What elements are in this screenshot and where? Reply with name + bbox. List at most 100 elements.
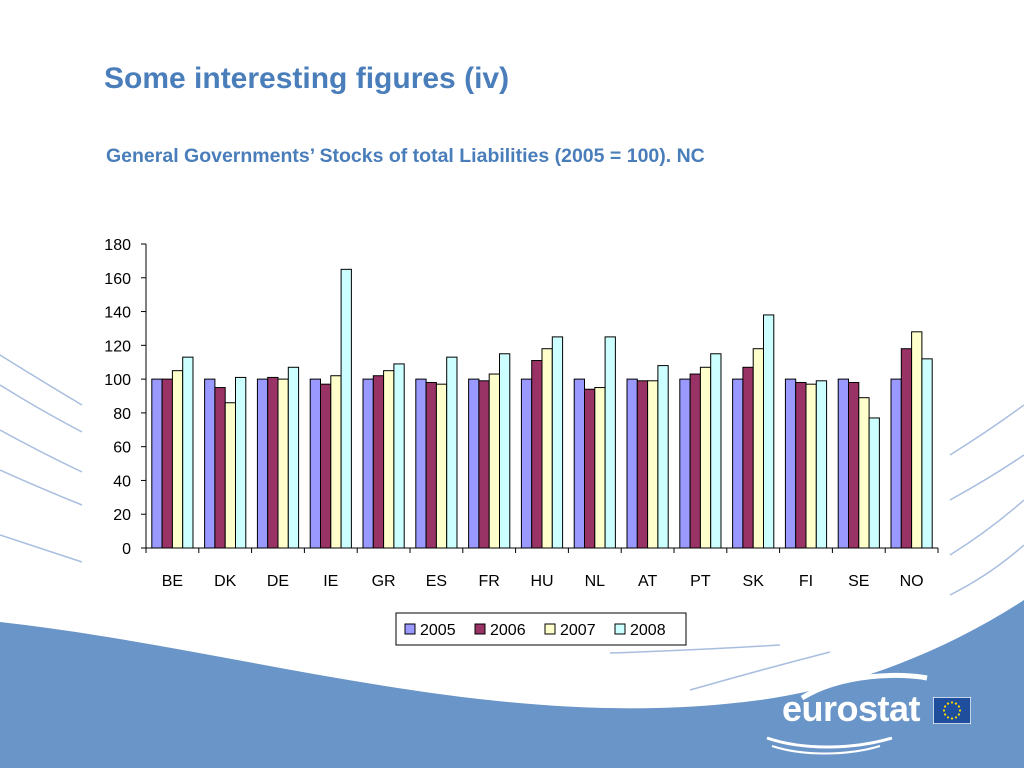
x-tick-label: NL bbox=[585, 573, 606, 590]
y-tick-label: 120 bbox=[104, 338, 131, 355]
bar-de-2005 bbox=[256, 378, 269, 549]
bar-at-2008 bbox=[657, 365, 669, 549]
bar-no-2006 bbox=[900, 348, 913, 549]
bar-sk-2007 bbox=[752, 348, 764, 549]
bar-nl-2006 bbox=[584, 388, 596, 549]
x-tick-label: DE bbox=[267, 573, 289, 590]
bar-fr-2005 bbox=[468, 378, 480, 549]
bar-pt-2006 bbox=[689, 373, 701, 549]
bar-fi-2006 bbox=[795, 381, 807, 549]
eu-star-icon bbox=[954, 716, 958, 719]
decorative-curves-right bbox=[609, 404, 1024, 691]
eu-star-icon bbox=[946, 702, 950, 705]
legend: 2005 2006 2007 2008 bbox=[395, 612, 687, 646]
bar-de-2006 bbox=[267, 376, 279, 549]
y-tick-label: 100 bbox=[104, 372, 131, 389]
bar-dk-2005 bbox=[204, 378, 216, 549]
bar-se-2008 bbox=[868, 417, 880, 549]
eu-star-icon bbox=[942, 709, 946, 712]
slide-title: Some interesting figures (iv) bbox=[104, 62, 510, 95]
x-tick-label: SK bbox=[743, 573, 765, 590]
bar-ie-2007 bbox=[330, 375, 342, 549]
bar-at-2007 bbox=[647, 380, 659, 549]
bar-at-2006 bbox=[636, 380, 649, 549]
bar-se-2007 bbox=[858, 397, 870, 549]
x-tick-label: PT bbox=[690, 573, 711, 590]
x-tick-label: SE bbox=[848, 573, 869, 590]
y-tick-label: 180 bbox=[104, 237, 131, 254]
bar-pt-2007 bbox=[699, 366, 712, 549]
bar-pt-2005 bbox=[679, 378, 691, 549]
x-tick-label: IE bbox=[323, 573, 338, 590]
bar-sk-2008 bbox=[762, 314, 775, 549]
bar-dk-2006 bbox=[214, 387, 226, 549]
bar-es-2006 bbox=[425, 381, 437, 549]
y-tick-label: 160 bbox=[104, 271, 131, 288]
bar-fr-2008 bbox=[498, 353, 511, 549]
eu-star-icon bbox=[943, 713, 947, 716]
bar-no-2007 bbox=[911, 331, 923, 549]
bar-be-2008 bbox=[182, 356, 194, 549]
bar-dk-2007 bbox=[224, 402, 236, 549]
bar-nl-2005 bbox=[573, 378, 586, 549]
bar-no-2008 bbox=[921, 358, 933, 549]
legend-swatch-2008 bbox=[614, 623, 626, 635]
bar-sk-2005 bbox=[732, 378, 744, 549]
eu-star-icon bbox=[954, 702, 958, 705]
eu-star-icon bbox=[950, 701, 954, 704]
y-tick-label: 80 bbox=[113, 406, 131, 423]
bar-gr-2008 bbox=[393, 363, 405, 549]
bar-se-2005 bbox=[837, 378, 850, 549]
bar-hu-2005 bbox=[520, 378, 533, 549]
x-tick-label: AT bbox=[638, 573, 657, 590]
bar-gr-2007 bbox=[383, 370, 395, 549]
bottom-band-highlight bbox=[0, 619, 761, 707]
bar-se-2006 bbox=[848, 381, 860, 549]
eurostat-swoosh-icon bbox=[766, 672, 928, 755]
bar-de-2008 bbox=[287, 366, 300, 549]
y-tick-label: 140 bbox=[104, 305, 131, 322]
x-tick-label: BE bbox=[162, 573, 183, 590]
bar-nl-2008 bbox=[604, 336, 616, 549]
slide-subtitle: General Governments’ Stocks of total Lia… bbox=[106, 145, 705, 167]
y-axis: 0 20 40 60 80 100 120 140 160 180 bbox=[104, 237, 147, 558]
x-tick-label: GR bbox=[372, 573, 396, 590]
bars bbox=[151, 268, 933, 549]
bar-hu-2007 bbox=[541, 348, 553, 549]
bottom-blue-band bbox=[0, 600, 1024, 768]
x-axis: BE DK DE IE GR ES FR HU NL AT PT SK FI SE NO bbox=[145, 547, 939, 590]
bar-pt-2008 bbox=[710, 353, 722, 549]
bar-fr-2007 bbox=[488, 373, 500, 549]
eu-star-icon bbox=[943, 705, 947, 708]
bar-fi-2008 bbox=[815, 380, 828, 549]
bar-be-2006 bbox=[161, 378, 173, 549]
bar-hu-2008 bbox=[551, 336, 564, 549]
bar-fr-2006 bbox=[478, 380, 490, 549]
legend-box bbox=[395, 612, 687, 646]
y-tick-label: 0 bbox=[122, 541, 131, 558]
legend-label-2007: 2007 bbox=[560, 622, 596, 639]
eu-star-icon bbox=[957, 705, 961, 708]
bar-be-2007 bbox=[171, 370, 184, 549]
bar-sk-2006 bbox=[742, 366, 754, 549]
bar-fi-2007 bbox=[805, 383, 817, 549]
y-tick-label: 20 bbox=[113, 507, 131, 524]
legend-label-2005: 2005 bbox=[420, 622, 456, 639]
bar-es-2007 bbox=[435, 383, 448, 549]
bar-nl-2007 bbox=[594, 387, 606, 549]
bar-dk-2008 bbox=[234, 376, 247, 549]
bar-gr-2006 bbox=[372, 375, 385, 549]
bar-es-2008 bbox=[446, 356, 458, 549]
eu-star-icon bbox=[950, 717, 954, 720]
eu-star-icon bbox=[958, 709, 962, 712]
bar-ie-2005 bbox=[309, 378, 322, 549]
x-tick-label: FI bbox=[799, 573, 813, 590]
y-tick-label: 60 bbox=[113, 440, 131, 457]
bar-ie-2006 bbox=[320, 383, 332, 549]
legend-swatch-2006 bbox=[474, 623, 486, 635]
legend-swatch-2007 bbox=[544, 623, 556, 635]
x-tick-label: HU bbox=[530, 573, 553, 590]
bar-fi-2005 bbox=[784, 378, 797, 549]
